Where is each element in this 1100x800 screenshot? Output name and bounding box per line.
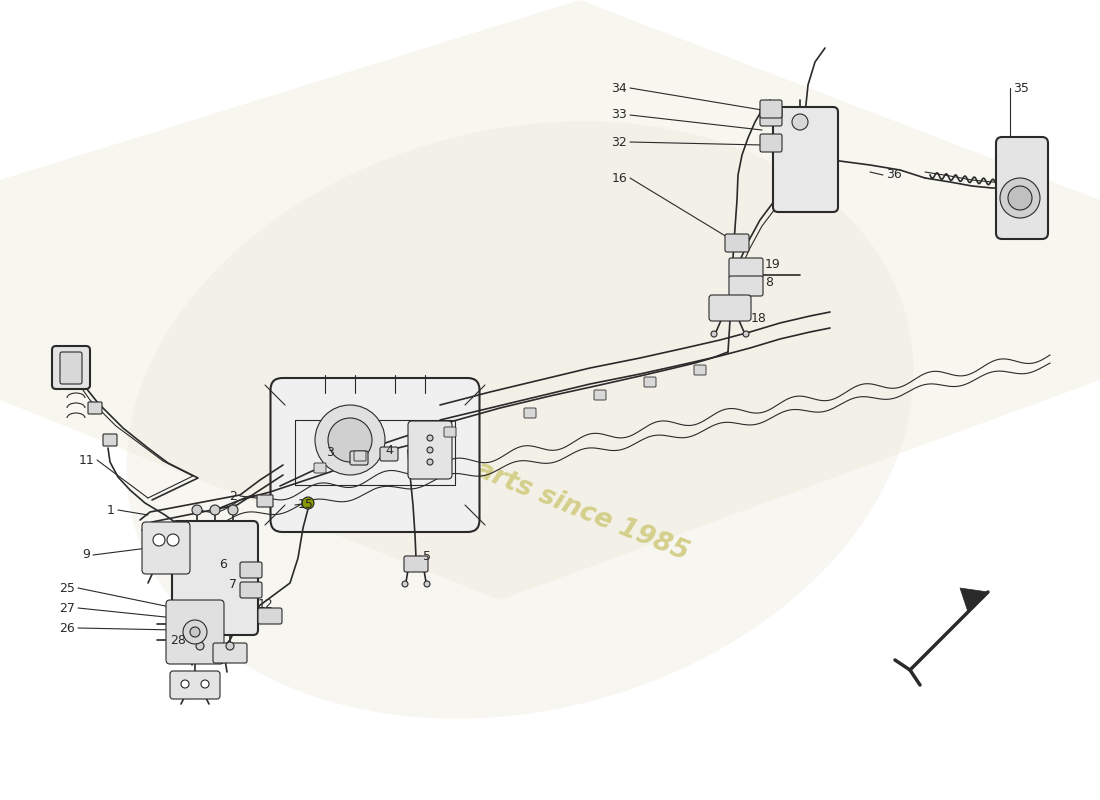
FancyBboxPatch shape — [258, 608, 282, 624]
Text: 18: 18 — [751, 311, 767, 325]
Circle shape — [153, 534, 165, 546]
Circle shape — [302, 497, 313, 509]
FancyBboxPatch shape — [773, 107, 838, 212]
Text: 9: 9 — [82, 549, 90, 562]
Ellipse shape — [126, 122, 914, 718]
FancyBboxPatch shape — [88, 402, 102, 414]
FancyBboxPatch shape — [379, 447, 398, 461]
Text: 8: 8 — [764, 277, 773, 290]
Circle shape — [228, 505, 238, 515]
FancyBboxPatch shape — [408, 421, 452, 479]
FancyBboxPatch shape — [594, 390, 606, 400]
Circle shape — [190, 627, 200, 637]
Text: 25: 25 — [59, 582, 75, 594]
Circle shape — [711, 331, 717, 337]
Circle shape — [315, 405, 385, 475]
FancyBboxPatch shape — [760, 134, 782, 152]
Polygon shape — [960, 588, 988, 612]
FancyBboxPatch shape — [166, 600, 224, 664]
FancyBboxPatch shape — [760, 108, 782, 126]
FancyBboxPatch shape — [60, 352, 82, 384]
FancyBboxPatch shape — [240, 582, 262, 598]
FancyBboxPatch shape — [444, 427, 456, 437]
Text: 19: 19 — [764, 258, 781, 271]
FancyBboxPatch shape — [354, 451, 366, 461]
FancyBboxPatch shape — [172, 521, 258, 635]
Circle shape — [183, 620, 207, 644]
Circle shape — [427, 435, 433, 441]
Text: 2: 2 — [229, 490, 236, 502]
Circle shape — [192, 505, 202, 515]
Text: 16: 16 — [612, 171, 627, 185]
FancyBboxPatch shape — [644, 377, 656, 387]
Circle shape — [328, 418, 372, 462]
FancyBboxPatch shape — [240, 562, 262, 578]
Text: 4: 4 — [385, 443, 393, 457]
Text: 7: 7 — [229, 578, 236, 590]
FancyBboxPatch shape — [729, 276, 763, 296]
Circle shape — [427, 447, 433, 453]
Text: 12: 12 — [258, 598, 274, 610]
Circle shape — [402, 581, 408, 587]
Text: 5: 5 — [424, 550, 431, 562]
Text: 32: 32 — [612, 135, 627, 149]
Text: 3: 3 — [326, 446, 334, 459]
Circle shape — [424, 581, 430, 587]
FancyBboxPatch shape — [170, 671, 220, 699]
FancyBboxPatch shape — [404, 556, 428, 572]
Text: 6: 6 — [219, 558, 227, 570]
FancyBboxPatch shape — [52, 346, 90, 389]
Text: 28: 28 — [170, 634, 186, 646]
Text: 27: 27 — [59, 602, 75, 614]
FancyBboxPatch shape — [350, 451, 368, 465]
Circle shape — [167, 534, 179, 546]
Polygon shape — [0, 0, 1100, 600]
FancyBboxPatch shape — [257, 495, 273, 507]
Text: 11: 11 — [78, 454, 94, 466]
FancyBboxPatch shape — [694, 365, 706, 375]
Text: 26: 26 — [59, 622, 75, 634]
FancyBboxPatch shape — [271, 378, 480, 532]
FancyBboxPatch shape — [314, 463, 326, 473]
Text: 33: 33 — [612, 109, 627, 122]
FancyBboxPatch shape — [142, 522, 190, 574]
FancyBboxPatch shape — [729, 258, 763, 278]
Circle shape — [226, 642, 234, 650]
Circle shape — [1008, 186, 1032, 210]
Circle shape — [182, 680, 189, 688]
FancyBboxPatch shape — [103, 434, 117, 446]
Text: 34: 34 — [612, 82, 627, 94]
Text: 35: 35 — [1013, 82, 1028, 94]
Circle shape — [210, 505, 220, 515]
FancyBboxPatch shape — [760, 100, 782, 118]
Text: 36: 36 — [886, 169, 902, 182]
Circle shape — [201, 680, 209, 688]
Circle shape — [792, 114, 808, 130]
Circle shape — [427, 459, 433, 465]
FancyBboxPatch shape — [524, 408, 536, 418]
Text: 1: 1 — [107, 503, 116, 517]
Circle shape — [742, 331, 749, 337]
FancyBboxPatch shape — [710, 295, 751, 321]
FancyBboxPatch shape — [725, 234, 749, 252]
Text: 15: 15 — [298, 498, 314, 511]
Circle shape — [196, 642, 204, 650]
FancyBboxPatch shape — [213, 643, 248, 663]
Circle shape — [1000, 178, 1040, 218]
FancyBboxPatch shape — [996, 137, 1048, 239]
Text: a passion for parts since 1985: a passion for parts since 1985 — [267, 374, 693, 566]
